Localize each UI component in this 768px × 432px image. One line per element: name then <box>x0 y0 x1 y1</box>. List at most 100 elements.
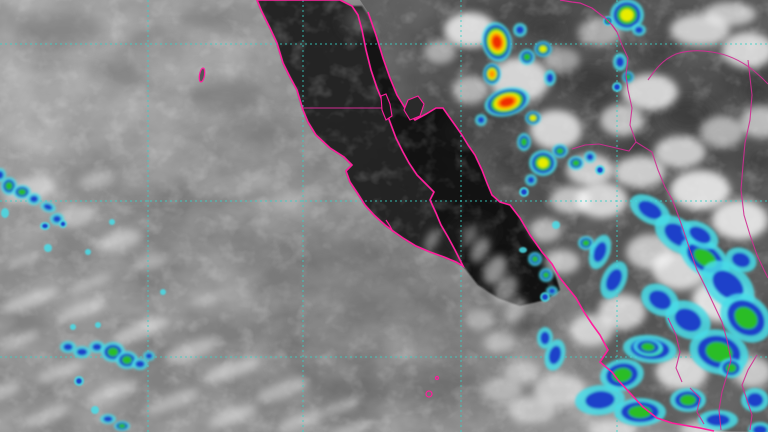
state-border <box>616 31 732 431</box>
islas-marias <box>434 375 440 381</box>
bright-cloud-blob <box>207 404 257 428</box>
storm-cell-level-blue <box>542 294 548 300</box>
isla-magdalena <box>385 219 394 233</box>
bright-cloud-blob <box>626 234 674 270</box>
bright-cloud-blob <box>98 228 142 252</box>
dark-cloud-gap <box>662 99 714 131</box>
bright-cloud-blob <box>165 337 219 363</box>
bright-cloud-blob <box>470 237 490 263</box>
storm-cell <box>633 337 663 357</box>
storm-cell <box>74 376 84 386</box>
storm-cell <box>719 358 743 378</box>
storm-cell-level-yellow <box>620 8 634 22</box>
bright-cloud-blob <box>37 361 83 383</box>
storm-cell-level-green <box>531 255 539 263</box>
bright-cloud-blob <box>189 292 221 308</box>
storm-cell-level-green <box>542 271 550 279</box>
storm-cell <box>114 421 130 431</box>
bright-cloud-blob <box>424 40 456 64</box>
storm-cell-level-green <box>122 355 132 365</box>
storm-cell <box>1 208 9 218</box>
storm-cell-level-green <box>679 394 697 406</box>
bright-cloud-blob <box>56 205 96 227</box>
storm-cell-level-blue <box>593 241 607 263</box>
bright-cloud-blob <box>504 360 540 384</box>
storm-cell <box>60 341 76 353</box>
storm-cell <box>481 22 513 62</box>
storm-cell <box>600 261 628 299</box>
storm-cell-level-blue <box>43 203 53 211</box>
storm-cell <box>725 247 757 273</box>
state-border <box>571 141 637 152</box>
state-border <box>741 354 758 431</box>
storm-cell-level-blue <box>76 348 88 356</box>
storm-cell <box>85 249 91 255</box>
storm-cell <box>544 339 566 371</box>
ocean-dark-patch <box>180 6 230 30</box>
storm-cell <box>600 358 644 392</box>
bright-cloud-blob <box>255 377 309 403</box>
storm-cell-level-blue <box>689 226 711 244</box>
storm-cell <box>689 329 749 375</box>
storm-cell <box>100 414 116 424</box>
storm-cell <box>552 221 560 229</box>
isla-angel-de-la-guarda <box>380 93 393 121</box>
storm-cell-level-blue <box>92 343 102 351</box>
mainland-coastline <box>367 11 715 432</box>
storm-cell <box>741 388 768 412</box>
bright-cloud-blob <box>255 190 325 210</box>
storm-cell-level-green <box>705 341 733 363</box>
storm-cell-level-blue <box>52 215 62 223</box>
ocean-dark-patch <box>220 116 284 144</box>
storm-cell-level-blue <box>634 26 644 34</box>
bright-cloud-blob <box>670 170 730 210</box>
storm-cell <box>475 114 487 126</box>
storm-cell-level-cyan <box>70 324 76 330</box>
storm-cell <box>595 165 605 175</box>
storm-cell-level-blue <box>746 392 764 408</box>
storm-cell-level-yellow <box>539 45 547 53</box>
bright-cloud-blob <box>654 136 706 168</box>
storm-cell-level-blue <box>605 268 623 292</box>
storm-cell-level-green <box>641 342 655 352</box>
storm-cell <box>0 168 6 182</box>
bright-cloud-blob <box>505 297 527 323</box>
bright-cloud-blob <box>570 314 614 346</box>
coastline-border-overlay <box>198 0 768 432</box>
storm-cell-level-blue <box>597 167 603 173</box>
storm-cell-level-blue <box>42 223 48 229</box>
storm-cell-level-green <box>17 188 27 196</box>
storm-cell-level-blue <box>614 84 620 90</box>
bright-cloud-blob <box>145 390 199 414</box>
storm-cell-level-cyan <box>1 208 9 218</box>
bright-cloud-blob <box>1 331 39 349</box>
storm-cell-level-green <box>523 53 531 61</box>
storm-cell-level-blue <box>586 153 594 161</box>
storm-cell-level-blue <box>76 378 82 384</box>
storm-cell-level-green <box>725 363 737 373</box>
storm-cell <box>517 133 531 151</box>
bright-cloud-blob <box>57 298 107 322</box>
dark-cloud-gap <box>490 148 534 176</box>
storm-cell-level-blue <box>60 221 66 227</box>
storm-cell <box>546 286 558 296</box>
storm-cell <box>73 346 91 358</box>
dark-cloud-gap <box>568 66 616 98</box>
storm-cell-level-blue <box>135 360 145 368</box>
bright-cloud-blob <box>331 420 373 432</box>
bright-cloud-blob <box>656 354 708 390</box>
bright-cloud-blob <box>452 76 488 104</box>
storm-cell-level-blue <box>638 200 662 220</box>
bright-cloud-blob <box>700 116 744 148</box>
bright-cloud-blob <box>544 250 580 274</box>
storm-cell-level-red <box>499 97 515 107</box>
storm-cell <box>584 151 596 163</box>
storm-cell-level-blue <box>515 25 525 35</box>
bright-cloud-blob <box>530 110 582 150</box>
storm-cell <box>670 388 706 412</box>
ocean-dark-patch <box>327 280 437 324</box>
storm-cell <box>519 187 529 197</box>
